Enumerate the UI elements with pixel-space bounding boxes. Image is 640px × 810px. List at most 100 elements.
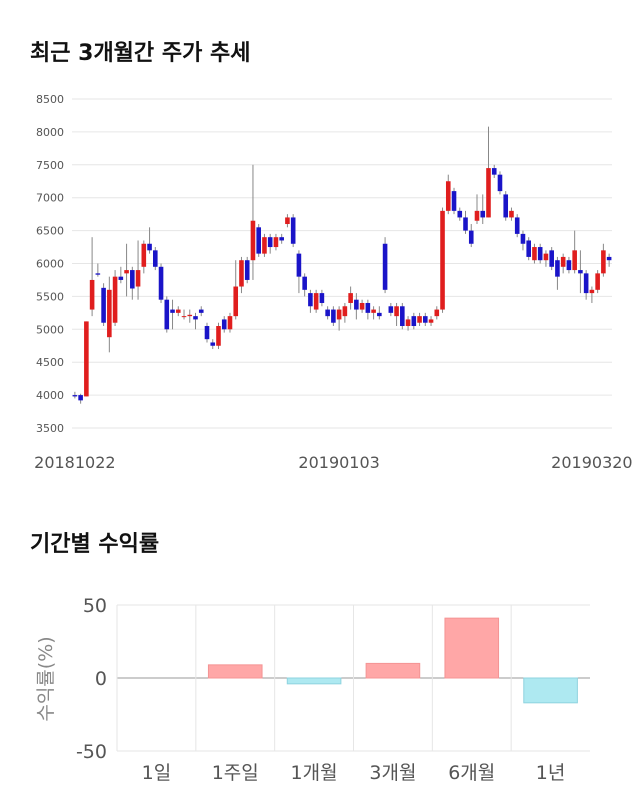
x-tick-label: 20181022 (34, 453, 115, 472)
candle-body (273, 237, 279, 248)
candle-body (239, 260, 244, 287)
candle-body (175, 309, 181, 313)
candle-body (89, 279, 95, 310)
candle-body (72, 395, 78, 397)
candle-body (101, 287, 106, 323)
candle-body (313, 293, 319, 310)
y-tick-label: 0 (95, 668, 107, 690)
candle-body (537, 247, 543, 261)
candle-body (509, 210, 514, 218)
candle-body (480, 210, 486, 218)
y-tick-label: 8500 (36, 93, 64, 106)
candle-body (319, 293, 325, 303)
candle-body (279, 237, 284, 241)
y-tick-label: 6000 (36, 258, 64, 271)
bar (286, 677, 342, 685)
candle-body (285, 217, 290, 225)
candle-body (170, 309, 175, 313)
candle-body (308, 293, 313, 307)
candle-body (497, 174, 503, 192)
candle-body (296, 253, 302, 277)
y-tick-label: 3500 (36, 422, 64, 435)
x-tick-label: 1년 (536, 762, 566, 784)
x-tick-label: 1주일 (212, 762, 259, 784)
candle-body (267, 237, 273, 248)
candle-body (290, 217, 296, 244)
chart-title: 최근 3개월간 주가 추세 (30, 41, 250, 66)
candle-body (560, 256, 566, 267)
y-tick-label: 5000 (36, 323, 64, 336)
candle-body (158, 266, 164, 300)
candle-body (153, 250, 158, 267)
bar (444, 617, 500, 679)
candle-body (354, 299, 359, 310)
candle-body (457, 210, 463, 218)
x-tick-label: 20190320 (551, 453, 632, 472)
candle-body (549, 250, 554, 267)
candle-body (543, 253, 549, 261)
candle-body (423, 316, 428, 323)
candle-body (526, 240, 531, 257)
candle-body (365, 302, 371, 313)
candle-body (302, 276, 307, 290)
candle-body (486, 168, 491, 218)
candle-body (331, 309, 336, 323)
candle-body (434, 309, 440, 317)
candle-body (164, 299, 170, 330)
candle-body (118, 276, 124, 280)
bar (523, 677, 578, 704)
y-tick-label: 4000 (36, 389, 64, 402)
candle-body (606, 256, 612, 261)
y-tick-label: 4500 (36, 356, 64, 369)
candle-body (463, 217, 468, 231)
candle-body (601, 250, 606, 274)
candle-body (342, 306, 348, 317)
candle-body (78, 395, 83, 401)
candle-body (394, 306, 399, 317)
chart-title: 기간별 수익률 (30, 532, 159, 557)
candle-body (400, 306, 405, 327)
candle-body (595, 273, 600, 290)
bar (207, 664, 263, 679)
candle-body (187, 314, 193, 317)
candle-body (198, 309, 204, 313)
x-tick-label: 1개월 (291, 762, 338, 784)
candle-body (405, 319, 411, 327)
candle-body (440, 210, 445, 310)
candle-body (371, 309, 376, 313)
candle-body (445, 181, 451, 211)
candle-body (491, 168, 497, 175)
candle-body (210, 342, 216, 346)
candle-body (520, 233, 526, 244)
candle-body (84, 321, 89, 397)
candle-body (244, 260, 250, 280)
candle-body (514, 217, 520, 234)
candle-body (555, 260, 560, 277)
candle-body (348, 293, 353, 303)
candle-body (141, 243, 147, 267)
y-tick-label: -50 (76, 741, 107, 763)
candle-body (256, 227, 261, 254)
y-tick-label: 7500 (36, 159, 64, 172)
x-tick-label: 3개월 (369, 762, 416, 784)
y-tick-label: 8000 (36, 126, 64, 139)
candle-body (377, 312, 382, 317)
candle-body (468, 230, 474, 244)
candle-body (135, 270, 141, 287)
candle-body (503, 194, 509, 218)
y-axis-label: 수익률(%) (35, 636, 57, 721)
candle-body (388, 306, 394, 313)
candle-body (417, 316, 422, 323)
candle-body (382, 243, 388, 290)
candle-body (474, 210, 480, 221)
candle-body (428, 319, 434, 323)
candle-body (107, 289, 112, 338)
candle-body (95, 273, 101, 275)
candle-body (325, 309, 330, 317)
candle-body (589, 289, 595, 294)
candle-body (583, 273, 589, 294)
candle-body (578, 270, 583, 274)
candle-body (359, 302, 365, 310)
candle-body (216, 326, 221, 346)
